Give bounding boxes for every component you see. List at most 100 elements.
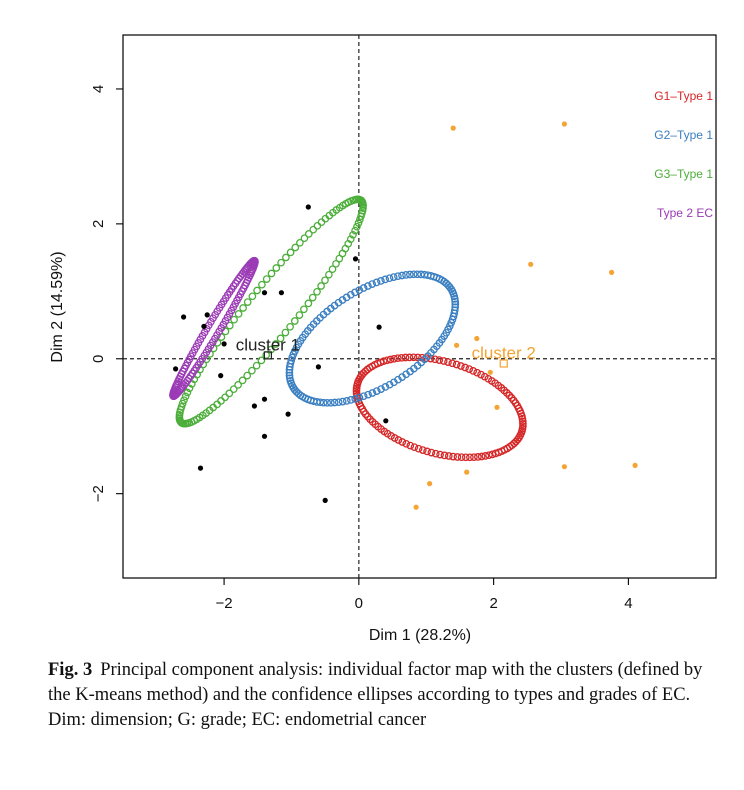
ellipse-g3-type-1 (175, 195, 367, 428)
ellipse-marker (317, 282, 325, 290)
x-axis-label: Dim 1 (28.2%) (369, 627, 471, 644)
ellipse-marker (381, 383, 390, 391)
cluster-label: cluster 2 (472, 343, 536, 362)
ellipse-marker (330, 398, 339, 407)
ellipse-marker (230, 315, 238, 324)
point-orange (528, 261, 534, 267)
ellipse-marker (229, 385, 238, 394)
cluster-centers: cluster 1 cluster 2 (236, 335, 536, 368)
cluster-center-marker (263, 351, 272, 360)
ellipse-marker (449, 452, 457, 461)
ellipse-marker (334, 398, 343, 407)
ellipse-marker (359, 392, 368, 401)
point-black (197, 465, 204, 471)
ellipse-marker (448, 359, 457, 368)
ellipse-marker (452, 360, 461, 369)
ellipse-marker (272, 264, 281, 272)
ellipse-marker (234, 381, 242, 389)
ellipse-marker (457, 362, 465, 370)
ellipse-marker (352, 384, 361, 393)
ellipse-marker (364, 390, 372, 399)
ellipse-marker (398, 271, 406, 280)
cluster-label: cluster 1 (236, 335, 300, 354)
ellipse-marker (296, 238, 304, 247)
ellipse-marker (267, 269, 276, 278)
point-orange (454, 342, 460, 348)
ellipse-marker (243, 298, 252, 306)
legend-entry: G3–Type 1 (654, 167, 713, 181)
ellipse-marker (393, 354, 402, 363)
ellipse-marker (291, 243, 300, 252)
ellipse-marker (332, 259, 340, 268)
ellipse-marker (402, 271, 410, 279)
point-black (261, 396, 268, 402)
ellipse-marker (262, 275, 271, 283)
point-orange (464, 469, 470, 475)
y-tick-label: 4 (90, 85, 107, 93)
point-orange (427, 481, 433, 487)
ellipse-marker (461, 453, 470, 462)
ellipse-marker (440, 451, 449, 460)
ellipse-marker (368, 389, 377, 397)
ellipse-marker (470, 453, 478, 462)
ellipse-marker (217, 397, 225, 405)
point-black (261, 290, 268, 296)
confidence-ellipses (169, 195, 527, 462)
ellipse-type-2-ec (169, 256, 259, 400)
point-orange (561, 121, 568, 127)
caption-text: Principal component analysis: individual… (48, 660, 703, 730)
ellipse-marker (394, 436, 403, 444)
ellipse-marker (402, 439, 411, 448)
ellipse-marker (517, 429, 526, 438)
ellipse-marker (277, 258, 285, 267)
ellipse-marker (390, 434, 399, 442)
ellipse-marker (321, 276, 329, 285)
y-tick-label: 2 (90, 220, 107, 228)
x-tick-label: 4 (624, 595, 632, 612)
ellipse-marker (444, 452, 453, 460)
ellipse-marker (477, 370, 485, 379)
ellipse-marker (401, 353, 410, 362)
ellipse-marker (431, 449, 440, 458)
reference-lines (123, 35, 716, 578)
ellipse-marker (519, 419, 527, 428)
ellipse-marker (466, 453, 474, 462)
point-black (204, 312, 210, 318)
ellipse-marker (234, 310, 243, 318)
ellipse-marker (485, 451, 493, 460)
ellipse-marker (436, 450, 444, 459)
ellipse-marker (319, 398, 328, 407)
ellipse-marker (238, 376, 247, 385)
ellipse-marker (285, 365, 294, 374)
legend-entry: Type 2 EC (657, 206, 713, 220)
ellipse-marker (185, 384, 194, 393)
ellipse-marker (417, 270, 425, 279)
ellipse-marker (414, 444, 423, 453)
ellipse-marker (406, 441, 415, 450)
legend-entry: G2–Type 1 (654, 128, 713, 142)
ellipse-marker (239, 304, 247, 312)
ellipse-marker (313, 221, 322, 230)
point-black (251, 403, 257, 409)
ellipse-marker (427, 448, 436, 457)
point-black (221, 341, 227, 347)
ellipse-marker (304, 299, 313, 308)
point-orange (474, 335, 480, 342)
ellipse-marker (181, 392, 190, 401)
ellipse-marker (358, 197, 366, 206)
ellipse-marker (295, 311, 304, 319)
ellipse-marker (225, 389, 234, 398)
ellipse-marker (327, 398, 335, 407)
ellipse-marker (351, 395, 360, 403)
ellipse-marker (397, 353, 406, 362)
cluster-center-marker (499, 359, 508, 368)
ellipse-marker (461, 363, 469, 372)
ellipse-marker (409, 270, 418, 279)
ellipse-marker (451, 303, 460, 312)
ellipse-g2-type-1 (285, 270, 460, 407)
ellipse-marker (377, 277, 385, 285)
ellipse-marker (406, 270, 414, 279)
caption-label: Fig. 3 (48, 660, 93, 680)
ellipse-marker (313, 287, 321, 296)
ellipse-marker (431, 355, 439, 364)
